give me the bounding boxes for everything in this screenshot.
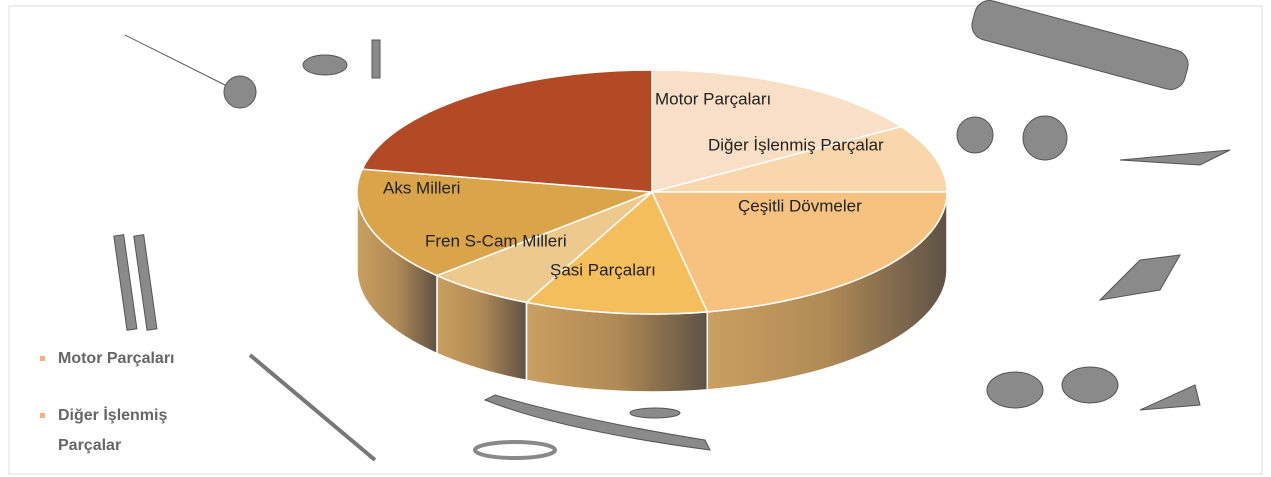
slice-side bbox=[526, 302, 707, 392]
legend-line: Parçalar bbox=[58, 437, 121, 454]
slice-label: Motor Parçaları bbox=[655, 89, 771, 108]
legend-bullet bbox=[40, 413, 45, 418]
chart: Motor Parçaları Diğer İşlenmiş Parçalar Çe… bbox=[0, 0, 1271, 477]
slice-label: Şasi Parçaları bbox=[550, 260, 656, 279]
slice-label: Çeşitli Dövmeler bbox=[738, 196, 862, 215]
slice-label: Fren S-Cam Milleri bbox=[425, 231, 567, 250]
slice-label: Diğer İşlenmiş Parçalar bbox=[708, 135, 884, 154]
legend-label: Motor Parçaları bbox=[58, 350, 174, 367]
legend-line: Diğer İşlenmiş bbox=[58, 406, 167, 424]
legend-label: Diğer İşlenmiş Parçalar bbox=[58, 406, 167, 454]
slice-label: Aks Milleri bbox=[383, 178, 460, 197]
legend-bullet bbox=[40, 356, 45, 361]
